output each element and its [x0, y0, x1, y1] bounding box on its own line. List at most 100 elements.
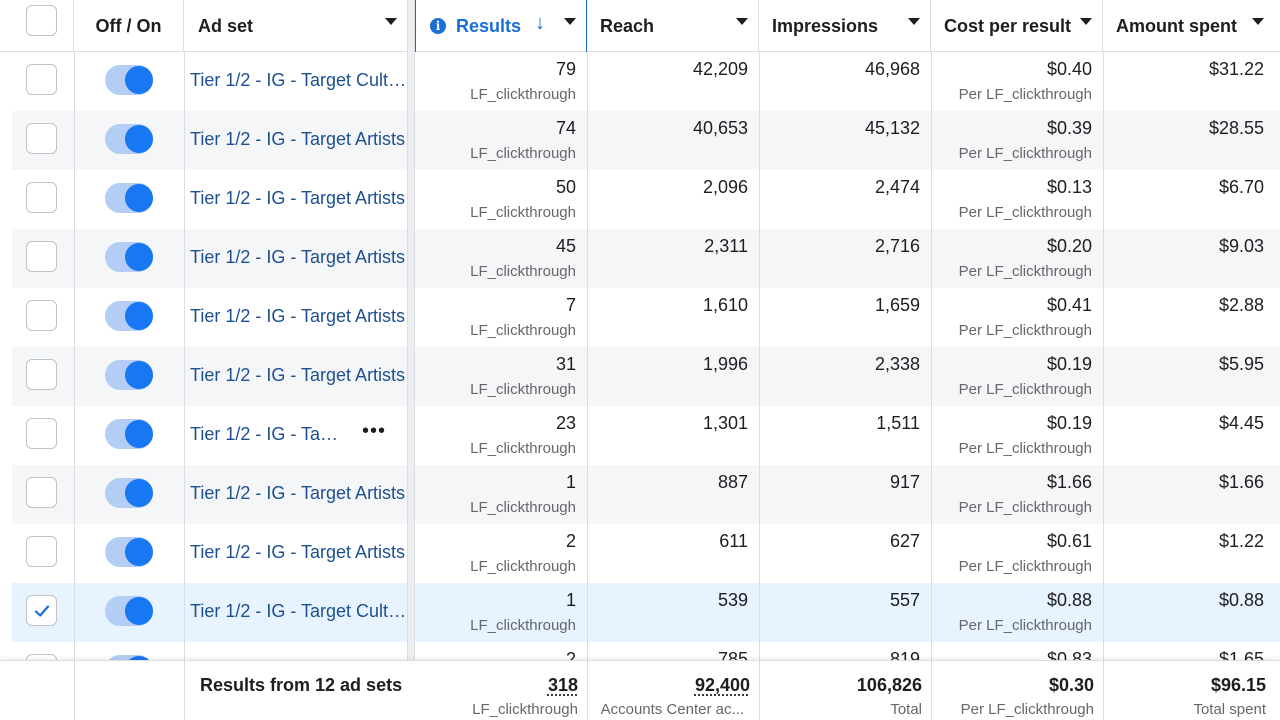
cost-per-result-value: $0.19 [1046, 413, 1092, 433]
reach-value: 1,301 [702, 413, 748, 433]
chevron-down-icon[interactable] [1252, 18, 1264, 25]
table-row[interactable]: Tier 1/2 - IG - Target Artists 74 LF_click… [12, 111, 1280, 170]
info-icon[interactable]: i [430, 18, 446, 34]
row-checkbox[interactable] [26, 241, 57, 272]
column-freeze-divider[interactable] [407, 0, 415, 720]
amount-spent-value: $1.22 [1218, 531, 1264, 551]
results-type: LF_clickthrough [470, 499, 576, 516]
table-row[interactable]: Tier 1/2 - IG - Target Artists 50 LF_click… [12, 170, 1280, 229]
table-row[interactable]: Tier 1/2 - IG - Target Culture 79 LF_click… [12, 52, 1280, 111]
header-cost-per-result[interactable]: Cost per result [931, 0, 1103, 52]
table-row[interactable]: Tier 1/2 - IG - Target Artists 1 LF_clickt… [12, 465, 1280, 524]
row-checkbox[interactable] [26, 359, 57, 390]
cost-per-result-value: $0.61 [1046, 531, 1092, 551]
header-amount-spent[interactable]: Amount spent [1103, 0, 1280, 52]
results-type: LF_clickthrough [470, 263, 576, 280]
cost-per-result-type: Per LF_clickthrough [958, 440, 1092, 457]
ad-set-name-link[interactable]: Tier 1/2 - IG - Target Artists [190, 129, 406, 149]
delivery-toggle[interactable] [105, 360, 153, 390]
row-checkbox[interactable] [26, 300, 57, 331]
summary-reach[interactable]: 92,400 [694, 675, 750, 695]
row-checkbox[interactable] [26, 182, 57, 213]
delivery-toggle[interactable] [105, 301, 153, 331]
results-type: LF_clickthrough [470, 440, 576, 457]
delivery-toggle[interactable] [105, 242, 153, 272]
ad-set-name-link[interactable]: Tier 1/2 - IG - Target Artists [190, 483, 406, 503]
row-checkbox[interactable] [26, 418, 57, 449]
chevron-down-icon[interactable] [385, 18, 397, 25]
delivery-toggle[interactable] [105, 537, 153, 567]
table-row[interactable]: 2 785 819 $0.83 $1.65 [12, 642, 1280, 660]
reach-value: 2,096 [702, 177, 748, 197]
impressions-value: 45,132 [864, 118, 920, 138]
row-checkbox[interactable] [26, 536, 57, 567]
table-row[interactable]: Tier 1/2 - IG - Target Artists 2 LF_clickt… [12, 524, 1280, 583]
ad-set-name-link[interactable]: Tier 1/2 - IG - Target Artists [190, 365, 406, 385]
results-value: 1 [565, 472, 576, 492]
chevron-down-icon[interactable] [908, 18, 920, 25]
delivery-toggle[interactable] [105, 419, 153, 449]
select-all-checkbox[interactable] [26, 5, 57, 36]
toggle-knob [125, 243, 153, 271]
ad-set-name-link[interactable]: Tier 1/2 - IG - Target Artists [190, 247, 406, 267]
results-value: 1 [565, 590, 576, 610]
ad-set-name-link[interactable]: Tier 1/2 - IG - Target Artists [190, 188, 406, 208]
row-checkbox[interactable] [26, 123, 57, 154]
cost-per-result-value: $0.19 [1046, 354, 1092, 374]
delivery-toggle[interactable] [105, 596, 153, 626]
delivery-toggle[interactable] [105, 183, 153, 213]
cost-per-result-value: $1.66 [1046, 472, 1092, 492]
toggle-knob [125, 361, 153, 389]
results-value: 31 [555, 354, 576, 374]
cost-per-result-type: Per LF_clickthrough [958, 558, 1092, 575]
header-reach-label: Reach [600, 15, 655, 36]
toggle-knob [125, 479, 153, 507]
ad-set-name-link[interactable]: Tier 1/2 - IG - Target Culture [190, 601, 410, 621]
more-options-icon[interactable]: ••• [362, 420, 387, 442]
chevron-down-icon[interactable] [564, 18, 576, 25]
toggle-knob [125, 66, 153, 94]
table-row[interactable]: Tier 1/2 - IG - Target Artists 31 LF_click… [12, 347, 1280, 406]
header-ad-set[interactable]: Ad set [184, 0, 408, 52]
impressions-value: 2,474 [874, 177, 920, 197]
reach-value: 1,610 [702, 295, 748, 315]
summary-cost-per-result-sub: Per LF_clickthrough [960, 701, 1094, 718]
summary-results-sub: LF_clickthrough [472, 701, 578, 718]
table-row[interactable]: Tier 1/2 - IG - Tar... ••• 23 LF_clickthrou… [12, 406, 1280, 465]
header-off-on[interactable]: Off / On [74, 0, 184, 52]
delivery-toggle[interactable] [105, 65, 153, 95]
header-impressions-label: Impressions [772, 15, 879, 36]
ad-set-name-link[interactable]: Tier 1/2 - IG - Tar... [190, 424, 340, 444]
summary-results[interactable]: 318 [547, 675, 578, 695]
impressions-value: 46,968 [864, 59, 920, 79]
results-type: LF_clickthrough [470, 558, 576, 575]
table-row[interactable]: Tier 1/2 - IG - Target Artists 7 LF_clickt… [12, 288, 1280, 347]
reach-value: 539 [717, 590, 748, 610]
chevron-down-icon[interactable] [1080, 18, 1092, 25]
ad-set-name-link[interactable]: Tier 1/2 - IG - Target Culture [190, 70, 410, 90]
table-row[interactable]: Tier 1/2 - IG - Target Artists 45 LF_click… [12, 229, 1280, 288]
reach-value: 1,996 [702, 354, 748, 374]
header-reach[interactable]: Reach [587, 0, 759, 52]
sort-descending-icon[interactable]: ↓ [535, 12, 545, 34]
amount-spent-value: $0.88 [1218, 590, 1264, 610]
table-row[interactable]: Tier 1/2 - IG - Target Culture 1 LF_clickt… [12, 583, 1280, 642]
table-header: Off / On Ad set i Results Reach Impressi… [0, 0, 1280, 52]
row-checkbox[interactable] [26, 477, 57, 508]
row-checkbox[interactable] [26, 595, 57, 626]
row-checkbox[interactable] [26, 64, 57, 95]
header-results[interactable]: i Results [415, 0, 587, 52]
chevron-down-icon[interactable] [736, 18, 748, 25]
header-cost-per-result-label: Cost per result [944, 15, 1072, 36]
ad-set-name-link[interactable]: Tier 1/2 - IG - Target Artists [190, 542, 406, 562]
header-off-on-label: Off / On [95, 15, 162, 36]
toggle-knob [125, 125, 153, 153]
toggle-knob [125, 302, 153, 330]
delivery-toggle[interactable] [105, 124, 153, 154]
amount-spent-value: $5.95 [1218, 354, 1264, 374]
row-checkbox[interactable] [26, 654, 57, 660]
ad-set-name-link[interactable]: Tier 1/2 - IG - Target Artists [190, 306, 406, 326]
cost-per-result-value: $0.20 [1046, 236, 1092, 256]
delivery-toggle[interactable] [105, 478, 153, 508]
header-impressions[interactable]: Impressions [759, 0, 931, 52]
